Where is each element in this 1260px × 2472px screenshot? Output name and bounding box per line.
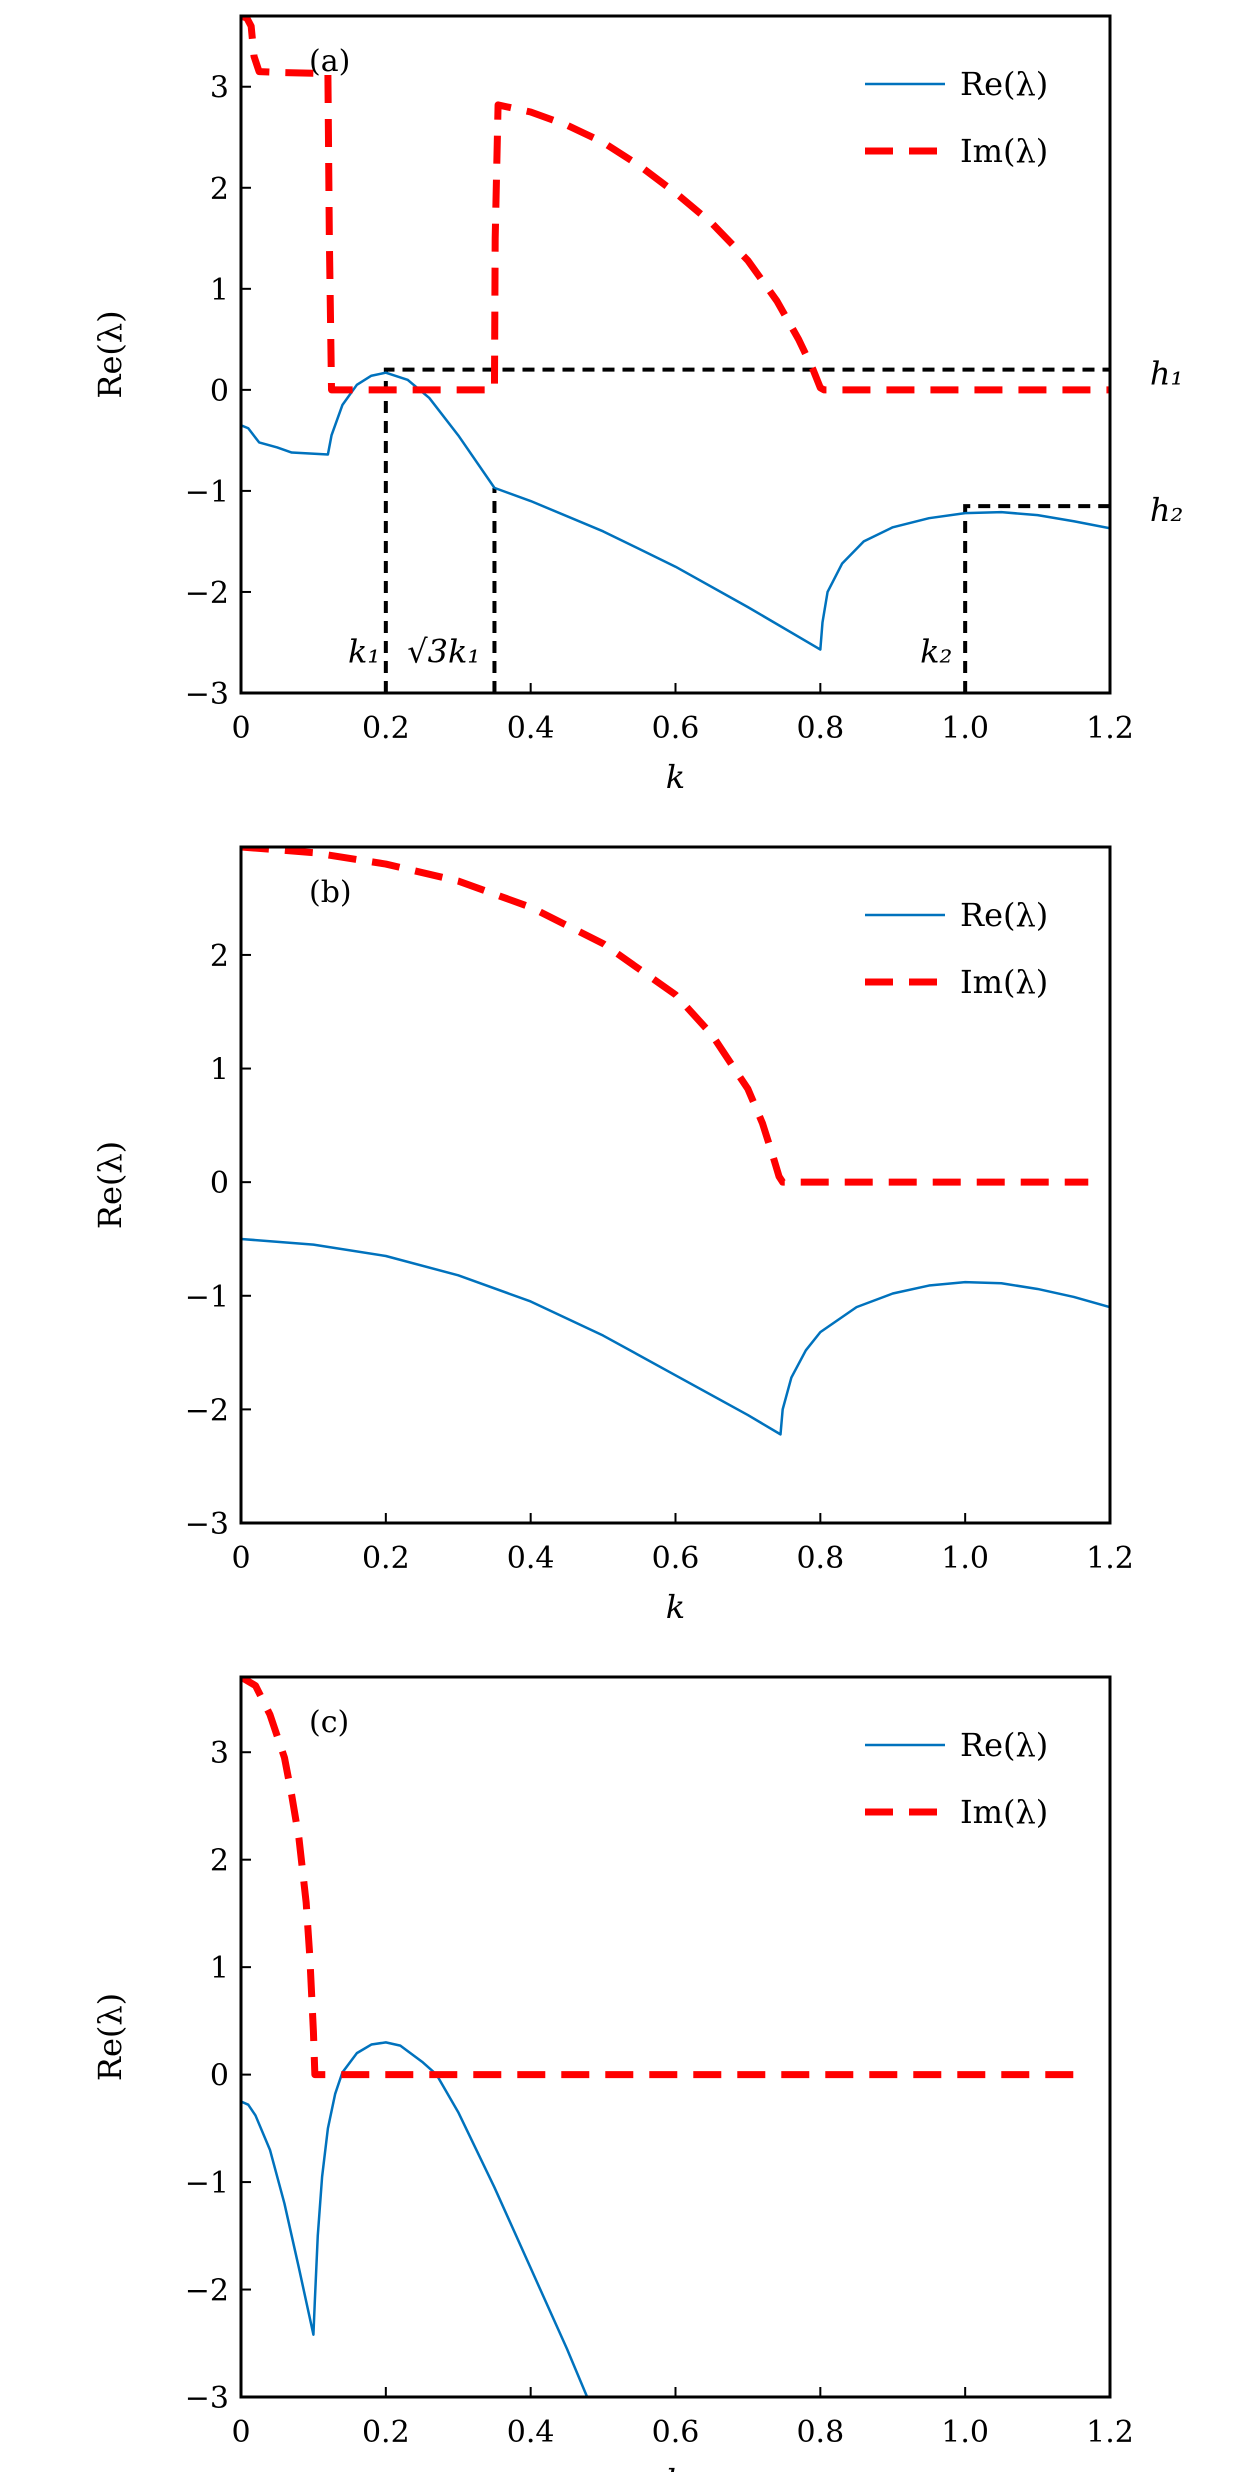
y-tick-label: −3: [185, 2381, 229, 2416]
x-tick-label: 1.2: [1086, 1541, 1134, 1576]
guide-line: [383, 367, 1110, 693]
panel-label: (c): [309, 1705, 349, 1740]
legend-label: Im(λ): [960, 1793, 1048, 1831]
x-tick-label: 0.8: [796, 2415, 844, 2450]
y-tick-label: 2: [210, 939, 229, 974]
x-tick-label: 0.4: [507, 711, 555, 746]
x-tick-label: 1.0: [941, 1541, 989, 1576]
legend-label: Im(λ): [960, 132, 1048, 170]
x-tick-label: 0.4: [507, 1541, 555, 1576]
x-tick-label: 0.8: [796, 1541, 844, 1576]
annotation-label: h₁: [1150, 355, 1183, 393]
legend-label: Re(λ): [960, 1726, 1048, 1764]
y-tick-label: 1: [210, 273, 229, 308]
panel-c: 0 0.2 0.4 0.6 0.8 1.0 1.2 −3 −2 −1 0 1 2 3 k Re(λ) (c) Re…: [91, 1675, 1134, 2472]
x-tick-label: 0.6: [652, 1541, 700, 1576]
x-tick-label: 0.2: [362, 1541, 410, 1576]
y-axis-label: Re(λ): [91, 1141, 129, 1229]
x-tick-label: 0: [231, 2415, 250, 2450]
series-re-line: [241, 2041, 589, 2397]
series-im-line: [241, 1677, 1082, 2079]
panel-a: 0 0.2 0.4 0.6 0.8 1.0 1.2 −3 −2 −1 0 1 2 3 k Re(λ) (a) Re…: [91, 14, 1183, 796]
x-tick-label: 0.2: [362, 2415, 410, 2450]
y-tick-label: −3: [185, 677, 229, 712]
x-axis-label: k: [666, 1588, 685, 1626]
legend-label: Re(λ): [960, 65, 1048, 103]
axes-frame: [239, 14, 1112, 695]
x-tick-label: 1.2: [1086, 2415, 1134, 2450]
x-tick-label: 0.6: [652, 711, 700, 746]
x-tick-label: 0: [231, 711, 250, 746]
axes-frame: [239, 845, 1112, 1525]
series-re-line: [241, 371, 1110, 651]
series-im-line: [241, 847, 1089, 1186]
axes-frame: [239, 1675, 1112, 2399]
y-tick-label: 2: [210, 172, 229, 207]
series-re-line: [241, 1237, 1110, 1436]
y-tick-label: 0: [210, 374, 229, 409]
y-tick-label: −3: [185, 1507, 229, 1542]
y-tick-label: −1: [185, 2166, 229, 2201]
y-tick-label: 0: [210, 2059, 229, 2094]
x-axis-label: k: [666, 758, 685, 796]
x-tick-label: 1.0: [941, 711, 989, 746]
y-tick-label: −2: [185, 576, 229, 611]
annotation-label: h₂: [1150, 491, 1183, 529]
x-tick-label: 0.4: [507, 2415, 555, 2450]
x-tick-label: 0.8: [796, 711, 844, 746]
annotation-label: k₂: [920, 633, 952, 671]
y-tick-label: −2: [185, 1393, 229, 1428]
x-tick-label: 0.6: [652, 2415, 700, 2450]
legend-label: Re(λ): [960, 896, 1048, 934]
y-tick-label: 1: [210, 1951, 229, 1986]
y-tick-label: 0: [210, 1166, 229, 1201]
panel-label: (a): [309, 44, 350, 79]
x-tick-label: 0.2: [362, 711, 410, 746]
y-tick-label: 1: [210, 1053, 229, 1088]
x-tick-label: 1.2: [1086, 711, 1134, 746]
y-tick-label: −1: [185, 475, 229, 510]
y-tick-label: 3: [210, 1736, 229, 1771]
panel-label: (b): [309, 875, 352, 910]
annotation-label: √3k₁: [407, 633, 480, 671]
panel-b: 0 0.2 0.4 0.6 0.8 1.0 1.2 −3 −2 −1 0 1 2 k Re(λ) (b) Re(…: [91, 845, 1134, 1626]
y-axis-label: Re(λ): [91, 1993, 129, 2081]
legend-label: Im(λ): [960, 963, 1048, 1001]
x-axis-label: k: [666, 2462, 685, 2472]
y-tick-label: −1: [185, 1280, 229, 1315]
series-im-line: [241, 16, 1110, 394]
y-tick-label: −2: [185, 2274, 229, 2309]
y-tick-label: 3: [210, 71, 229, 106]
y-axis-label: Re(λ): [91, 310, 129, 398]
guide-line: [963, 504, 1110, 693]
x-tick-label: 1.0: [941, 2415, 989, 2450]
x-tick-label: 0: [231, 1541, 250, 1576]
annotation-label: k₁: [348, 633, 380, 671]
y-tick-label: 2: [210, 1844, 229, 1879]
